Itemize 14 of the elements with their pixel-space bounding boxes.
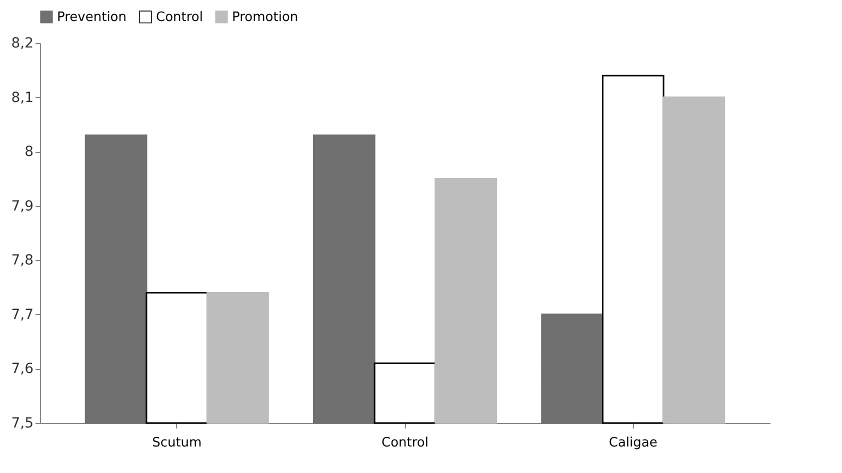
y-tick-label: 7,5 xyxy=(11,416,34,432)
y-tick-label: 7,8 xyxy=(11,252,34,269)
legend-label: Prevention xyxy=(57,10,127,25)
legend-label: Promotion xyxy=(232,10,298,25)
y-tick-label: 8,1 xyxy=(11,90,34,106)
x-tick-label: Caligae xyxy=(608,436,658,450)
y-tick-label: 8 xyxy=(24,144,34,160)
x-tick-label: Control xyxy=(382,436,428,450)
y-tick-label: 7,7 xyxy=(11,306,34,323)
y-tick-label: 8,2 xyxy=(11,36,34,52)
y-tick-label: 7,9 xyxy=(11,198,34,214)
x-tick-label: Scutum xyxy=(152,436,202,450)
legend-label: Control xyxy=(156,10,203,25)
y-tick-label: 7,6 xyxy=(11,361,34,378)
